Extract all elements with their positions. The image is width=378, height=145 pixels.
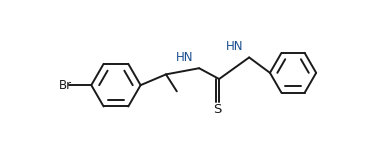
- Text: HN: HN: [226, 40, 243, 53]
- Text: HN: HN: [176, 51, 193, 64]
- Text: S: S: [214, 103, 222, 116]
- Text: Br: Br: [59, 79, 72, 92]
